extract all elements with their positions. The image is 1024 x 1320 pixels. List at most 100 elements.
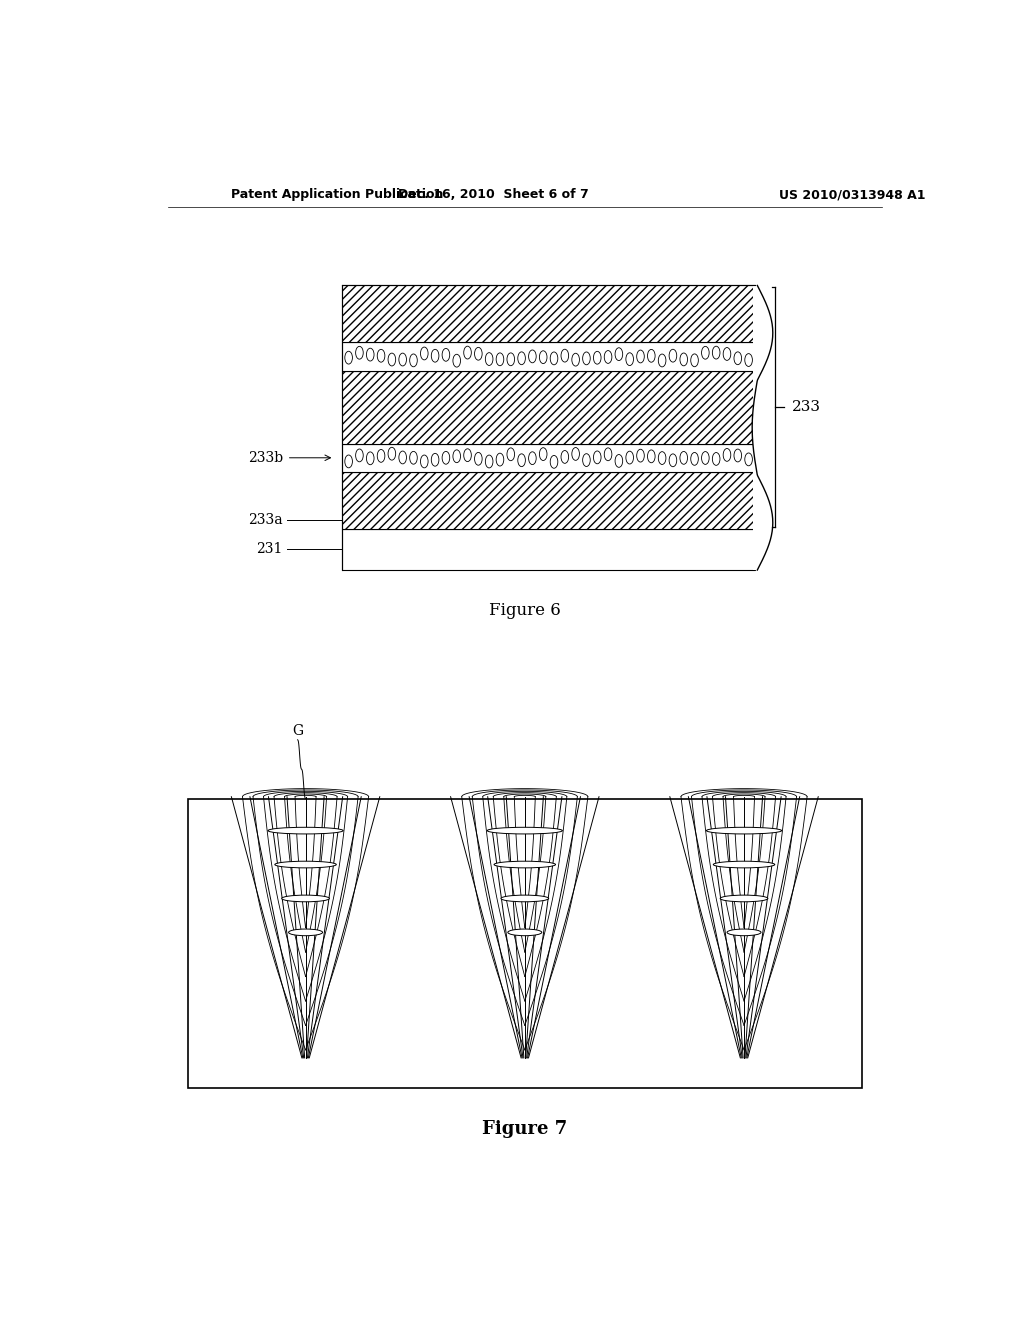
Ellipse shape [723,449,731,461]
Ellipse shape [464,346,471,359]
Ellipse shape [497,453,504,466]
Ellipse shape [367,348,374,362]
Ellipse shape [727,929,761,936]
Ellipse shape [528,350,537,363]
Ellipse shape [501,895,549,902]
Text: Figure 7: Figure 7 [482,1121,567,1138]
Ellipse shape [604,351,612,363]
Bar [754,285,793,570]
Bar [187,799,862,1089]
Text: Figure 6: Figure 6 [488,602,561,619]
Ellipse shape [723,347,731,360]
Ellipse shape [474,453,482,465]
Text: G: G [292,723,303,738]
Ellipse shape [637,350,644,363]
Ellipse shape [713,453,720,466]
Ellipse shape [388,354,395,366]
Ellipse shape [744,453,753,466]
Bar [342,529,755,570]
Ellipse shape [399,354,407,366]
Ellipse shape [637,449,644,462]
Ellipse shape [494,861,556,867]
Ellipse shape [518,454,525,467]
Bar [342,473,755,529]
Ellipse shape [410,354,418,367]
Ellipse shape [487,828,562,834]
Ellipse shape [720,895,768,902]
Ellipse shape [583,454,590,466]
Ellipse shape [345,455,352,467]
Ellipse shape [571,354,580,366]
Text: 231: 231 [256,543,283,557]
Text: 233b: 233b [248,451,283,465]
Text: US 2010/0313948 A1: US 2010/0313948 A1 [778,189,926,202]
Ellipse shape [377,350,385,362]
Ellipse shape [550,455,558,469]
Ellipse shape [583,352,590,364]
Ellipse shape [474,347,482,360]
Ellipse shape [431,453,439,466]
Ellipse shape [561,450,568,463]
Ellipse shape [669,350,677,362]
Ellipse shape [550,352,558,364]
Ellipse shape [594,351,601,364]
Ellipse shape [518,352,525,364]
Text: 233a: 233a [248,513,283,528]
Ellipse shape [669,454,677,467]
Ellipse shape [289,929,323,936]
Ellipse shape [658,451,666,465]
Ellipse shape [355,449,364,462]
Ellipse shape [485,455,493,467]
Ellipse shape [497,352,504,366]
Ellipse shape [734,449,741,462]
Ellipse shape [421,347,428,360]
Ellipse shape [367,451,374,465]
Ellipse shape [744,354,753,367]
Text: Dec. 16, 2010  Sheet 6 of 7: Dec. 16, 2010 Sheet 6 of 7 [397,189,589,202]
Ellipse shape [507,352,515,366]
Ellipse shape [399,451,407,463]
Ellipse shape [707,828,781,834]
Ellipse shape [453,354,461,367]
Ellipse shape [571,447,580,461]
Ellipse shape [713,346,720,359]
Ellipse shape [691,453,698,465]
Ellipse shape [594,451,601,463]
Bar [342,285,755,342]
Ellipse shape [421,455,428,467]
Ellipse shape [540,447,547,461]
Bar [342,444,755,473]
Ellipse shape [604,447,612,461]
Ellipse shape [680,352,687,366]
Ellipse shape [701,451,710,465]
Ellipse shape [615,347,623,360]
Ellipse shape [626,451,634,465]
Ellipse shape [701,346,710,359]
Ellipse shape [355,346,364,359]
Ellipse shape [274,861,336,867]
Ellipse shape [508,929,542,936]
Ellipse shape [442,348,450,362]
Ellipse shape [268,828,343,834]
Ellipse shape [540,351,547,363]
Ellipse shape [431,350,439,362]
Ellipse shape [507,447,515,461]
Bar [342,342,755,371]
Ellipse shape [734,352,741,364]
Text: 233: 233 [793,400,821,414]
Ellipse shape [453,450,461,462]
Ellipse shape [647,450,655,463]
Ellipse shape [282,895,330,902]
Ellipse shape [464,449,471,462]
Ellipse shape [615,454,623,467]
Ellipse shape [561,350,568,362]
Ellipse shape [388,447,395,461]
Ellipse shape [485,352,493,366]
Ellipse shape [626,352,634,366]
Ellipse shape [680,451,687,465]
Ellipse shape [647,350,655,362]
Ellipse shape [658,354,666,367]
Ellipse shape [345,351,352,364]
Ellipse shape [377,450,385,462]
Text: Patent Application Publication: Patent Application Publication [231,189,443,202]
